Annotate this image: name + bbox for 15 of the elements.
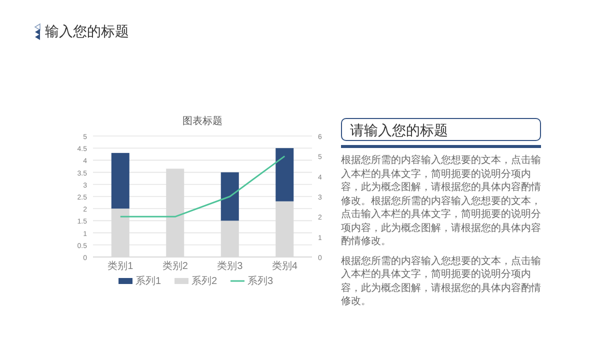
bar [276, 148, 294, 202]
bar [220, 172, 239, 221]
text: 请输入您的标题 [341, 118, 541, 141]
text: 根据您所需的内容输入您想要的文本，点击输入本栏的具体文字，简明扼要的说明分项内容，此为概念图解，请根据您的具体内容酌情修改。 [341, 254, 541, 308]
text: 输入您的标题 [45, 23, 129, 41]
bar [111, 152, 130, 209]
legend-label: 系列3 [248, 275, 274, 287]
legend-label: 系列2 [192, 275, 218, 287]
x-tick-label: 类别2 [162, 260, 188, 272]
x-tick-label: 类别4 [272, 260, 298, 272]
x-tick-label: 类别1 [108, 260, 134, 272]
x-tick-label: 类别3 [217, 260, 244, 272]
chart-title: 图表标题 [182, 115, 222, 127]
legend-label: 系列1 [136, 275, 162, 287]
text: 根据您所需的内容输入您想要的文本，点击输入本栏的具体文字，简明扼要的说明分项内容，此为概念图解，请根据您的具体内容酌情修改。根据您所需的内容输入您想要的文本，点击输入本栏的具体文字，简明扼要的说明分项内容，此为概念图解，请根据您的具体内容酌情修改。 [341, 154, 541, 248]
